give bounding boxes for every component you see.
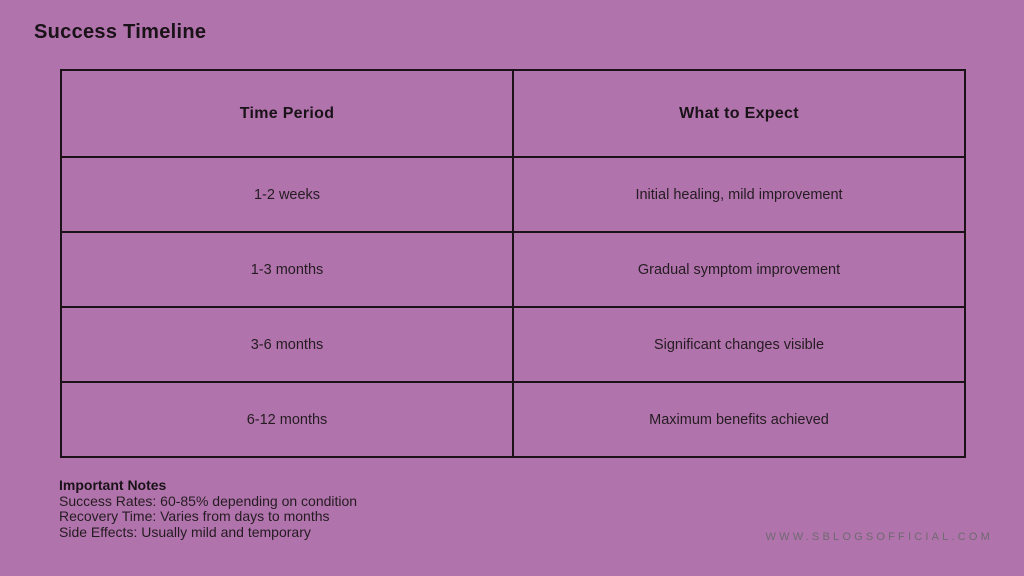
table-header-row: Time Period What to Expect: [60, 69, 966, 158]
column-header-time-period: Time Period: [60, 69, 514, 158]
cell-expectation: Maximum benefits achieved: [512, 381, 966, 458]
table-body: 1-2 weeks Initial healing, mild improvem…: [60, 156, 966, 458]
table-header: Time Period What to Expect: [60, 69, 966, 158]
note-line-recovery-time: Recovery Time: Varies from days to month…: [59, 508, 330, 525]
note-line-side-effects: Side Effects: Usually mild and temporary: [59, 523, 311, 540]
cell-period: 1-2 weeks: [60, 156, 514, 233]
column-header-what-to-expect: What to Expect: [512, 69, 966, 158]
cell-period: 1-3 months: [60, 231, 514, 308]
table-row: 3-6 months Significant changes visible: [60, 306, 966, 383]
cell-expectation: Initial healing, mild improvement: [512, 156, 966, 233]
cell-expectation: Significant changes visible: [512, 306, 966, 383]
success-timeline-table: Time Period What to Expect 1-2 weeks Ini…: [60, 69, 966, 458]
page-title: Success Timeline: [34, 21, 207, 43]
cell-period: 3-6 months: [60, 306, 514, 383]
note-line-success-rates: Success Rates: 60-85% depending on condi…: [59, 492, 358, 509]
website-watermark: WWW.SBLOGSOFFICIAL.COM: [765, 531, 993, 543]
notes-title: Important Notes: [59, 477, 167, 493]
cell-expectation: Gradual symptom improvement: [512, 231, 966, 308]
table-row: 1-3 months Gradual symptom improvement: [60, 231, 966, 308]
table-row: 1-2 weeks Initial healing, mild improvem…: [60, 156, 966, 233]
important-notes-block: Important Notes Success Rates: 60-85% de…: [59, 477, 358, 540]
cell-period: 6-12 months: [60, 381, 514, 458]
table-row: 6-12 months Maximum benefits achieved: [60, 381, 966, 458]
